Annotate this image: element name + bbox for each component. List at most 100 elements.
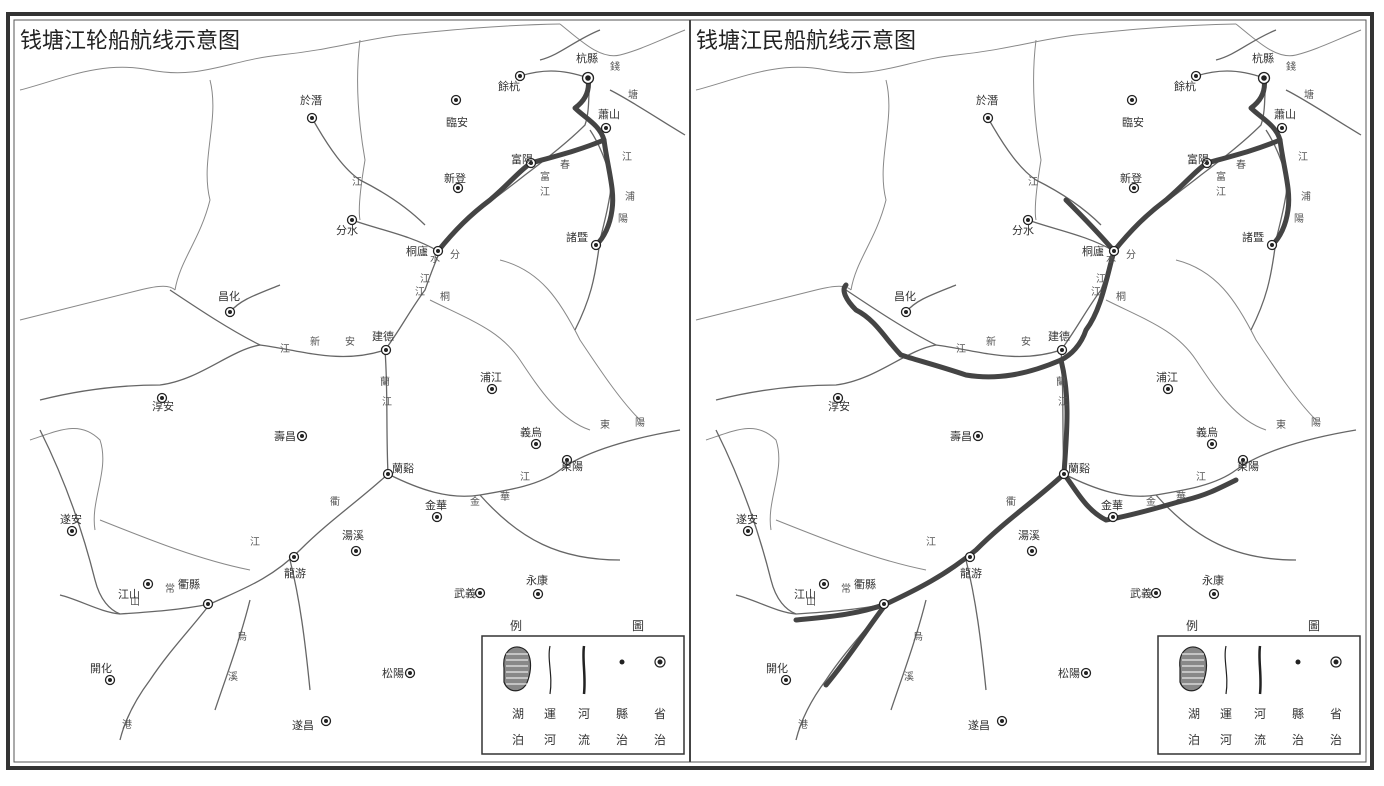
boundary-line — [174, 79, 214, 291]
boundary-line — [1033, 39, 1042, 221]
navigation-route — [1061, 471, 1239, 523]
navigation-route — [1269, 137, 1292, 248]
place-marker-dot — [1060, 348, 1064, 352]
river-line — [311, 117, 426, 226]
legend-label: 河 — [1220, 733, 1232, 747]
place-label: 蘭谿 — [392, 462, 414, 475]
navigation-route — [572, 75, 607, 143]
lake-icon — [1179, 646, 1208, 692]
river-line — [39, 344, 386, 401]
place-label: 臨安 — [446, 115, 468, 129]
river-label: 常 — [165, 582, 175, 595]
legend-label: 運 — [1220, 707, 1232, 721]
place-label: 建德 — [372, 329, 394, 343]
place-marker-dot — [386, 472, 390, 476]
legend-label: 省 — [1330, 707, 1342, 721]
place-label: 餘杭 — [498, 79, 520, 93]
legend-label: 省 — [654, 707, 666, 721]
legend-label: 流 — [578, 733, 590, 747]
place-marker-dot — [1130, 98, 1134, 102]
river-label: 衢 — [1006, 496, 1016, 508]
river-label: 江 — [1058, 396, 1068, 408]
river-label: 港 — [798, 719, 808, 731]
legend-label: 湖 — [1188, 706, 1200, 721]
river-label: 江 — [1096, 273, 1106, 285]
place-label: 蕭山 — [598, 108, 620, 121]
river-label: 富 — [540, 170, 550, 183]
place-label: 湯溪 — [1018, 529, 1040, 542]
place-marker-dot — [534, 442, 538, 446]
place-label: 金華 — [425, 498, 447, 512]
river-label: 江 — [926, 536, 936, 548]
boundary-line — [429, 299, 591, 431]
place-marker-dot — [1194, 74, 1198, 78]
provincial-capital-icon — [654, 656, 666, 668]
legend-label: 流 — [1254, 733, 1266, 747]
legend-label: 運 — [544, 707, 556, 721]
river-label: 東 — [600, 418, 610, 431]
river-label: 烏 — [237, 630, 247, 643]
river-line — [965, 559, 987, 691]
place-marker-dot — [1280, 126, 1284, 130]
place-label: 淳安 — [152, 399, 174, 413]
place-label: 杭縣 — [576, 51, 598, 65]
boundary-line — [499, 259, 641, 421]
river-label: 蘭 — [380, 375, 390, 388]
navigation-route — [1111, 137, 1283, 254]
place-label: 龍游 — [284, 566, 306, 580]
legend-label: 治 — [616, 733, 628, 747]
place-label: 於潛 — [976, 93, 998, 107]
river-label: 溪 — [904, 671, 914, 683]
place-marker-dot — [350, 218, 354, 222]
place-marker-dot — [478, 591, 482, 595]
river-label: 春 — [560, 159, 570, 171]
legend-label: 治 — [1330, 733, 1342, 747]
place-marker-dot — [146, 582, 150, 586]
place-label: 江山 — [118, 588, 140, 601]
river-line — [735, 594, 887, 615]
river-line — [1215, 29, 1277, 61]
place-label: 昌化 — [894, 289, 916, 303]
river-line — [715, 344, 1062, 401]
river-line — [1250, 239, 1277, 331]
place-marker-dot — [1111, 515, 1115, 519]
boundary-line — [19, 23, 561, 91]
river-icon — [582, 645, 586, 695]
place-label: 義烏 — [1196, 425, 1218, 439]
place-marker-dot — [300, 434, 304, 438]
place-label: 分水 — [1012, 224, 1034, 237]
place-marker-dot — [986, 116, 990, 120]
place-marker-dot — [1212, 592, 1216, 596]
legend-label: 河 — [578, 707, 590, 721]
legend-heading-left: 例 — [510, 619, 522, 633]
place-label: 東陽 — [1237, 460, 1259, 473]
navigation-route — [793, 601, 889, 623]
river-label: 江 — [250, 536, 260, 548]
river-line — [387, 429, 681, 497]
legend-heading-right: 圖 — [632, 619, 644, 633]
navigation-route — [593, 137, 616, 248]
map-title: 钱塘江民船航线示意图 — [696, 29, 916, 54]
boundary-line — [29, 427, 104, 531]
river-label: 陽 — [618, 213, 628, 225]
river-line — [1063, 429, 1357, 497]
place-label: 遂昌 — [968, 718, 990, 732]
county-seat-icon — [619, 659, 625, 665]
place-label: 建德 — [1048, 329, 1070, 343]
navigation-route — [823, 601, 889, 688]
river-label: 衢 — [330, 496, 340, 508]
river-label: 金 — [470, 495, 480, 508]
legend-label: 治 — [654, 733, 666, 747]
place-marker-dot — [968, 555, 972, 559]
river-line — [289, 559, 311, 691]
place-marker-dot — [292, 555, 296, 559]
boundary-line — [99, 519, 251, 571]
river-label: 江 — [1091, 286, 1101, 298]
river-line — [519, 70, 589, 79]
river-label: 江 — [382, 396, 392, 408]
boundary-line — [1105, 299, 1267, 431]
place-label: 衢縣 — [178, 578, 200, 591]
river-label: 新 — [310, 335, 320, 348]
place-marker-dot — [1241, 458, 1245, 462]
